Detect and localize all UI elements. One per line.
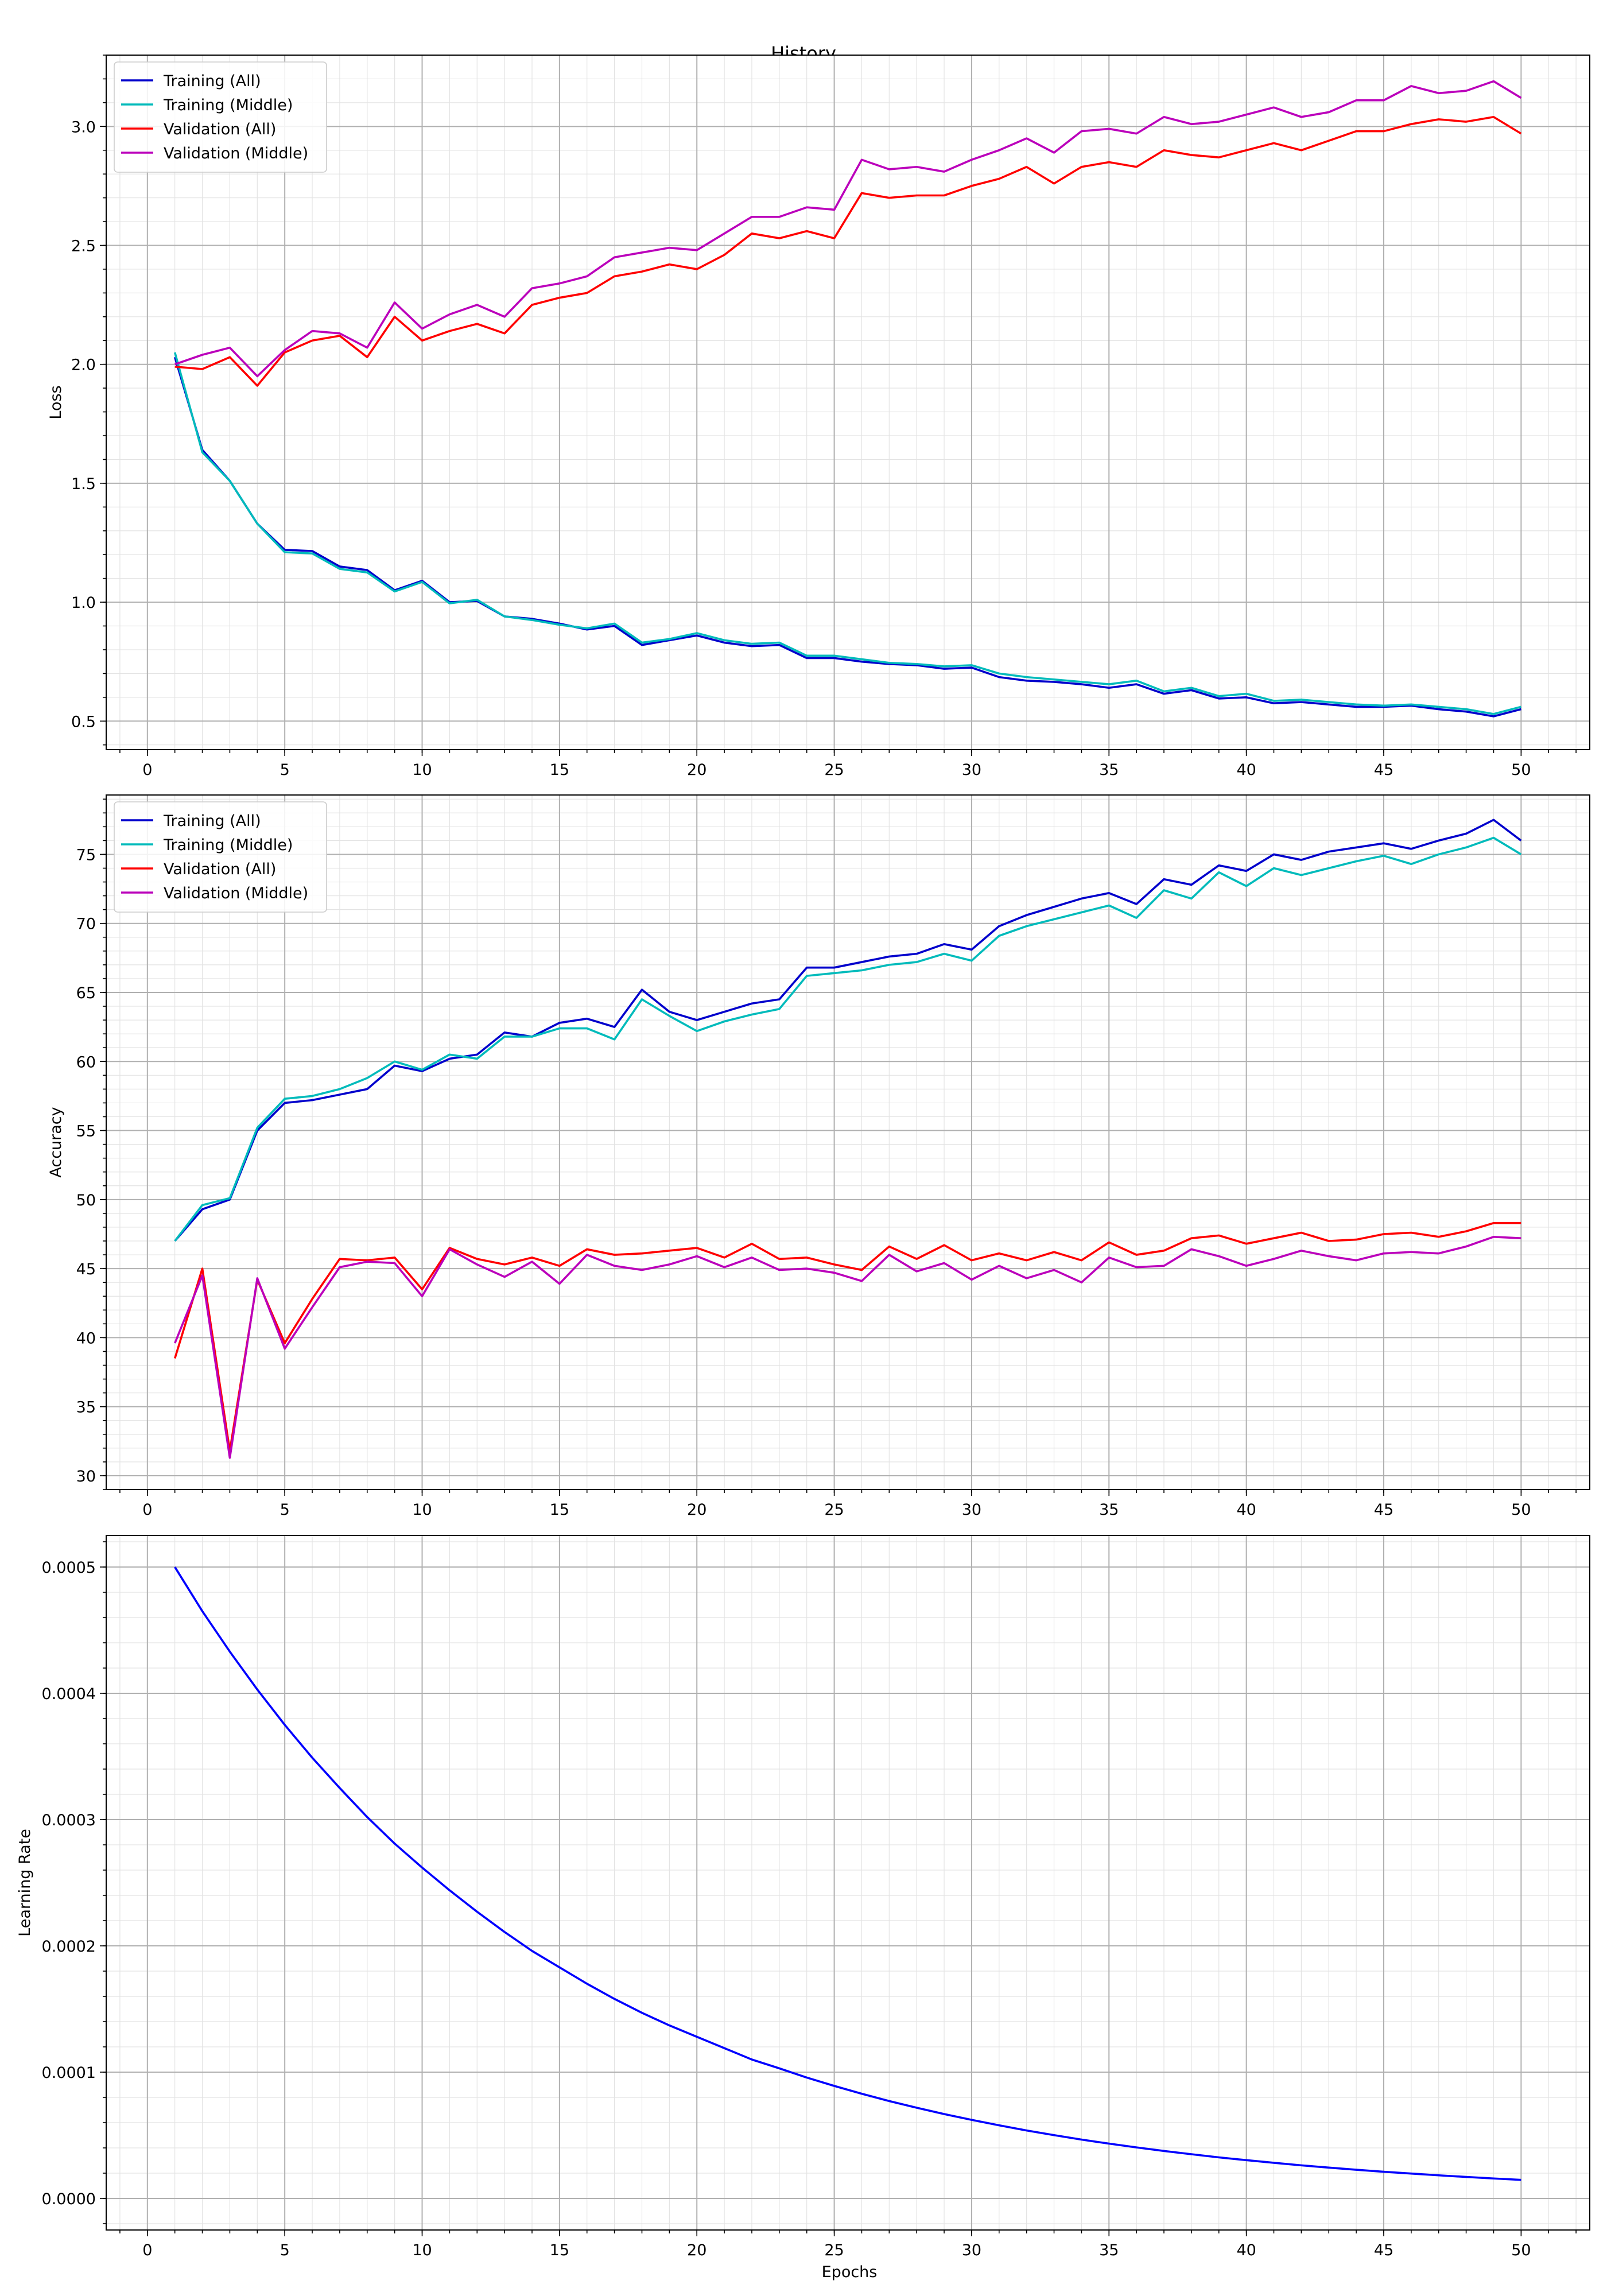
series-lines bbox=[173, 819, 1522, 1459]
legend-entry: Validation (Middle) bbox=[164, 145, 308, 162]
y-tick-label: 3.0 bbox=[71, 118, 96, 136]
x-tick-label: 45 bbox=[1374, 2241, 1393, 2259]
x-tick-label: 10 bbox=[412, 1501, 432, 1519]
plot-area bbox=[106, 55, 1590, 750]
x-tick-label: 10 bbox=[412, 2241, 432, 2259]
x-tick-label: 50 bbox=[1511, 1501, 1531, 1519]
y-tick-label: 35 bbox=[76, 1399, 96, 1417]
x-tick-label: 15 bbox=[550, 761, 569, 779]
x-tick-label: 0 bbox=[142, 1501, 152, 1519]
x-tick-label: 25 bbox=[824, 2241, 844, 2259]
chart-panel-2: 0 5 10 15 20 25 30 35 40 45 50 0.0000 0.0001 0.0002 0.… bbox=[16, 1535, 1590, 2281]
x-tick-label: 40 bbox=[1236, 761, 1256, 779]
plot-area bbox=[106, 1535, 1590, 2230]
series-line-validation-middle bbox=[174, 80, 1522, 378]
x-tick-label: 45 bbox=[1374, 1501, 1393, 1519]
x-tick-label: 15 bbox=[550, 1501, 569, 1519]
x-tick-label: 25 bbox=[824, 1501, 844, 1519]
axes-frame bbox=[106, 794, 1590, 1490]
y-tick-label: 65 bbox=[76, 984, 96, 1002]
y-tick-label: 0.0000 bbox=[42, 2190, 96, 2208]
y-tick-label: 1.0 bbox=[71, 594, 96, 612]
x-tick-label: 35 bbox=[1099, 1501, 1119, 1519]
y-tick-label: 2.0 bbox=[71, 356, 96, 374]
x-tick-label: 5 bbox=[280, 1501, 290, 1519]
x-tick-label: 20 bbox=[687, 761, 707, 779]
series-line-training-all bbox=[174, 819, 1522, 1242]
axes-frame bbox=[106, 1535, 1590, 2231]
x-tick-label: 35 bbox=[1099, 2241, 1119, 2259]
y-tick-label: 1.5 bbox=[71, 475, 96, 493]
y-tick-label: 55 bbox=[76, 1123, 96, 1141]
legend-entry: Validation (All) bbox=[164, 121, 276, 138]
legend-entry: Training (All) bbox=[163, 72, 261, 90]
legend-entry: Validation (Middle) bbox=[164, 885, 308, 902]
y-tick-label: 0.0005 bbox=[42, 1559, 96, 1577]
series-line-validation-all bbox=[174, 115, 1522, 387]
series-line-validation-middle bbox=[174, 1235, 1521, 1459]
y-tick-label: 0.0001 bbox=[42, 2064, 96, 2082]
x-tick-label: 30 bbox=[962, 2241, 981, 2259]
legend-box bbox=[114, 801, 327, 913]
plot-area bbox=[106, 795, 1590, 1490]
x-tick-label: 10 bbox=[412, 761, 432, 779]
x-tick-label: 50 bbox=[1511, 761, 1531, 779]
y-tick-label: 0.5 bbox=[71, 713, 96, 731]
x-tick-label: 0 bbox=[142, 761, 152, 779]
y-tick-label: 0.0002 bbox=[42, 1938, 96, 1956]
y-tick-label: 50 bbox=[76, 1192, 96, 1209]
y-tick-label: 45 bbox=[76, 1261, 96, 1278]
x-tick-label: 30 bbox=[962, 761, 981, 779]
series-line-learning-rate bbox=[174, 1566, 1521, 2181]
x-tick-label: 20 bbox=[687, 2241, 707, 2259]
major-grid bbox=[106, 1535, 1590, 2230]
x-tick-label: 20 bbox=[687, 1501, 707, 1519]
x-tick-label: 5 bbox=[280, 761, 290, 779]
x-tick-label: 15 bbox=[550, 2241, 569, 2259]
x-axis-label: Epochs bbox=[822, 2263, 878, 2281]
y-tick-label: 60 bbox=[76, 1053, 96, 1071]
legend-entry: Training (All) bbox=[163, 812, 261, 830]
y-tick-label: 75 bbox=[76, 846, 96, 864]
series-line-training-all bbox=[173, 356, 1521, 718]
x-tick-label: 35 bbox=[1099, 761, 1119, 779]
x-tick-label: 50 bbox=[1511, 2241, 1531, 2259]
y-tick-label: 40 bbox=[76, 1329, 96, 1347]
series-line-validation-all bbox=[173, 1221, 1521, 1452]
x-tick-label: 40 bbox=[1236, 2241, 1256, 2259]
legend: Training (All) Training (Middle) Validatio… bbox=[114, 61, 327, 173]
charts-container: 0 5 10 15 20 25 30 35 40 45 500.51.01.52.02.53.0Lo… bbox=[16, 55, 1590, 2281]
y-tick-label: 2.5 bbox=[71, 238, 96, 255]
x-tick-label: 40 bbox=[1236, 1501, 1256, 1519]
legend-entry: Training (Middle) bbox=[163, 96, 293, 114]
chart-panel-0: 0 5 10 15 20 25 30 35 40 45 50 0.5 1.0 1.5 2.0 2.5 3.0 Lo… bbox=[47, 55, 1590, 779]
series-line-training-middle bbox=[174, 836, 1522, 1242]
x-tick-label: 5 bbox=[280, 2241, 290, 2259]
x-tick-label: 45 bbox=[1374, 761, 1393, 779]
y-tick-label: 30 bbox=[76, 1468, 96, 1486]
major-grid bbox=[106, 795, 1590, 1490]
x-tick-label: 0 bbox=[142, 2241, 152, 2259]
legend-entry: Validation (All) bbox=[164, 860, 276, 878]
y-tick-label: 70 bbox=[76, 916, 96, 933]
legend-box bbox=[114, 61, 327, 173]
x-tick-label: 25 bbox=[824, 761, 844, 779]
x-tick-label: 30 bbox=[962, 1501, 981, 1519]
y-axis-label: Learning Rate bbox=[16, 1829, 34, 1937]
y-axis-label: Loss bbox=[47, 385, 65, 419]
chart-panel-1: 0 5 10 15 20 25 30 35 40 45 50 30 35 40 45 50 55 60 65 70 75… bbox=[47, 794, 1590, 1519]
series-lines bbox=[174, 1566, 1521, 2181]
series-line-training-middle bbox=[173, 352, 1521, 715]
y-tick-label: 0.0003 bbox=[42, 1812, 96, 1829]
y-axis-label: Accuracy bbox=[47, 1107, 65, 1177]
legend-entry: Training (Middle) bbox=[163, 836, 293, 854]
series-lines bbox=[173, 80, 1522, 718]
y-tick-label: 0.0004 bbox=[42, 1685, 96, 1703]
legend: Training (All) Training (Middle) Validatio… bbox=[114, 801, 327, 913]
axes-frame bbox=[106, 55, 1590, 750]
